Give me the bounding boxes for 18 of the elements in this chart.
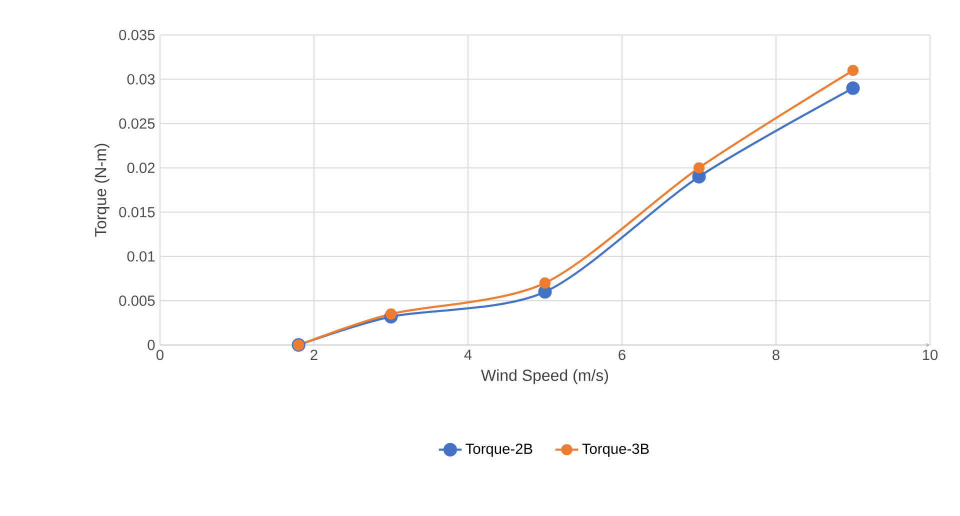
x-tick-label: 0 xyxy=(156,350,164,360)
y-tick-label: 0.025 xyxy=(119,118,155,129)
y-tick-label: 0.015 xyxy=(119,206,155,218)
y-tick-label: 0.01 xyxy=(127,251,155,262)
legend-label: Torque-2B xyxy=(466,444,532,457)
y-tick-label: 0.005 xyxy=(119,296,155,306)
y-tick-label: 0 xyxy=(148,340,155,350)
legend-label: Torque-3B xyxy=(582,444,649,457)
y-tick-label: 0.03 xyxy=(127,74,155,84)
x-axis-title: Wind Speed (m/s) xyxy=(481,369,608,384)
x-tick-label: 4 xyxy=(464,350,472,360)
x-tick-label: 6 xyxy=(618,350,626,360)
x-tick-label: 2 xyxy=(310,350,318,360)
x-tick-label: 8 xyxy=(772,350,780,360)
x-tick-label: 10 xyxy=(922,350,938,360)
y-tick-label: 0.035 xyxy=(119,30,155,40)
y-tick-label: 0.02 xyxy=(127,162,155,174)
y-axis-title: Torque (N-m) xyxy=(94,144,110,237)
